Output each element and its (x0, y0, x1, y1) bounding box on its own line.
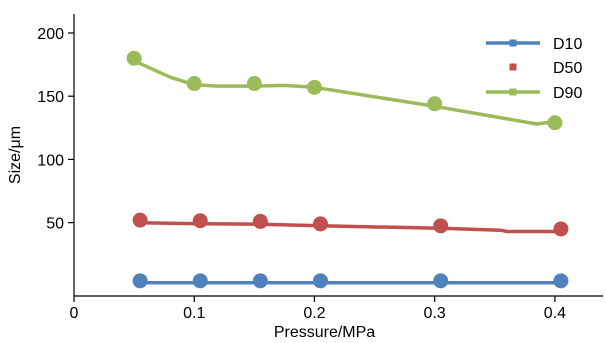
series-d50-point (433, 218, 449, 234)
y-tick-label: 50 (46, 216, 64, 233)
series-d10-point (192, 273, 208, 289)
series-d10-point (312, 273, 328, 289)
series-d90-point (306, 79, 322, 95)
series-d90-point (246, 76, 262, 92)
y-tick-label: 150 (37, 89, 64, 106)
series-d50-point (192, 213, 208, 229)
y-tick-label: 100 (37, 152, 64, 169)
legend-d10-label: D10 (553, 36, 582, 53)
series-d90-line (132, 59, 557, 126)
series-d10-point (433, 273, 449, 289)
series-d50-point (132, 212, 148, 228)
x-tick-label: 0.2 (303, 305, 325, 322)
series-d10-point (252, 273, 268, 289)
series-d90-point (186, 76, 202, 92)
x-tick-label: 0 (70, 305, 79, 322)
legend-d50-label: D50 (553, 60, 582, 77)
series-d90-point (427, 96, 443, 112)
series-d50-line (138, 220, 563, 234)
x-axis-title: Pressure/MPa (274, 324, 375, 341)
legend-d50-swatch-marker (509, 63, 517, 71)
y-tick-label: 200 (37, 26, 64, 43)
series-d50-point (312, 216, 328, 232)
series-d90-point (126, 50, 142, 66)
series-d10-point (553, 273, 569, 289)
y-axis-title: Size/μm (7, 126, 24, 184)
x-tick-label: 0.3 (424, 305, 446, 322)
legend-d90-swatch-marker (509, 88, 517, 96)
series-d50-point (252, 213, 268, 229)
series-d90-point (547, 115, 563, 131)
legend-d90-label: D90 (553, 85, 582, 102)
legend-d10-swatch-marker (509, 39, 517, 47)
x-tick-label: 0.1 (183, 305, 205, 322)
series-d50-point (553, 221, 569, 237)
x-tick-label: 0.4 (544, 305, 566, 322)
series-d10-point (132, 273, 148, 289)
